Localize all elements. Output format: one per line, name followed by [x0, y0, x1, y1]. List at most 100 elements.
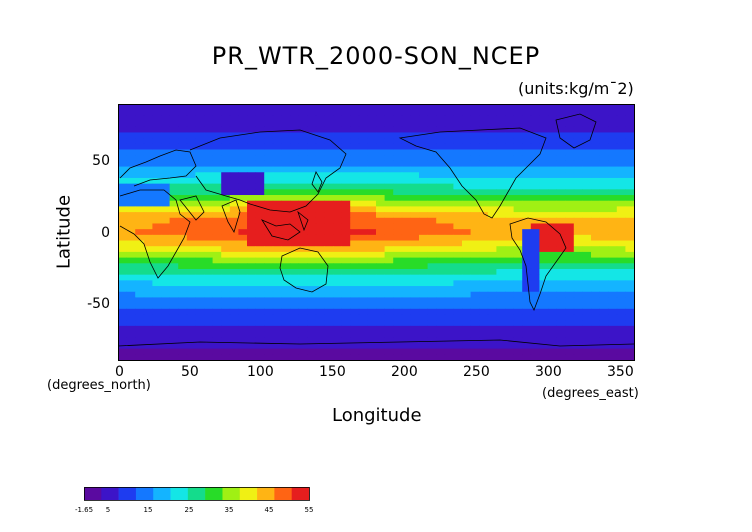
heatmap-cell: [152, 280, 162, 287]
heatmap-cell: [341, 121, 351, 128]
heatmap-cell: [341, 268, 351, 276]
heatmap-cell: [255, 166, 265, 173]
heatmap-cell: [556, 280, 566, 287]
heatmap-cell: [444, 257, 454, 264]
heatmap-cell: [272, 166, 282, 173]
heatmap-cell: [333, 325, 342, 332]
heatmap-cell: [599, 121, 609, 128]
heatmap-cell: [169, 143, 179, 150]
heatmap-cell: [255, 320, 265, 327]
heatmap-cell: [135, 251, 145, 258]
heatmap-cell: [410, 257, 420, 264]
heatmap-cell: [522, 280, 532, 287]
heatmap-cell: [204, 160, 213, 167]
heatmap-cell: [573, 303, 583, 310]
heatmap-cell: [556, 126, 566, 133]
heatmap-cell: [186, 280, 196, 287]
heatmap-cell: [530, 291, 540, 298]
heatmap-cell: [186, 320, 196, 327]
heatmap-cell: [126, 263, 136, 270]
heatmap-cell: [410, 286, 420, 293]
heatmap-cell: [212, 251, 222, 258]
heatmap-cell: [178, 138, 188, 145]
heatmap-cell: [307, 138, 317, 145]
heatmap-cell: [616, 263, 626, 270]
heatmap-cell: [608, 126, 618, 133]
heatmap-cell: [556, 189, 566, 196]
heatmap-cell: [290, 246, 299, 253]
heatmap-cell: [591, 337, 600, 344]
heatmap-cell: [324, 177, 334, 185]
heatmap-cell: [522, 257, 532, 264]
heatmap-cell: [367, 206, 377, 213]
heatmap-cell: [393, 126, 403, 133]
heatmap-cell: [582, 149, 592, 156]
heatmap-cell: [505, 308, 514, 315]
heatmap-cell: [505, 342, 514, 350]
heatmap-cell: [143, 104, 153, 111]
colorbar-swatch: [187, 487, 206, 500]
heatmap-cell: [264, 263, 274, 270]
heatmap-cell: [178, 143, 188, 150]
heatmap-cell: [290, 303, 299, 310]
heatmap-cell: [255, 183, 265, 190]
heatmap-cell: [204, 354, 213, 361]
heatmap-cell: [186, 206, 196, 213]
heatmap-cell: [616, 160, 626, 167]
heatmap-cell: [229, 325, 239, 332]
heatmap-cell: [152, 291, 162, 298]
heatmap-cell: [307, 115, 317, 122]
heatmap-cell: [135, 268, 145, 276]
heatmap-cell: [135, 303, 145, 310]
heatmap-cell: [376, 320, 385, 327]
heatmap-cell: [479, 286, 489, 293]
heatmap-cell: [272, 257, 282, 264]
heatmap-cell: [393, 263, 403, 270]
heatmap-cell: [315, 240, 325, 247]
heatmap-cell: [212, 286, 222, 293]
heatmap-cell: [556, 297, 566, 304]
heatmap-cell: [281, 126, 291, 133]
heatmap-cell: [324, 223, 334, 230]
heatmap-cell: [118, 229, 127, 236]
heatmap-cell: [496, 342, 506, 350]
heatmap-cell: [247, 246, 256, 253]
heatmap-cell: [195, 223, 205, 230]
heatmap-cell: [625, 166, 635, 173]
heatmap-cell: [272, 246, 282, 253]
heatmap-cell: [573, 263, 583, 270]
heatmap-cell: [548, 212, 557, 219]
heatmap-cell: [582, 246, 592, 253]
heatmap-cell: [616, 342, 626, 350]
heatmap-cell: [204, 337, 213, 344]
heatmap-cell: [229, 274, 239, 281]
heatmap-cell: [212, 121, 222, 128]
heatmap-cell: [401, 195, 411, 202]
heatmap-cell: [290, 143, 299, 150]
heatmap-cell: [513, 115, 523, 122]
heatmap-cell: [376, 115, 385, 122]
heatmap-cell: [384, 229, 394, 236]
heatmap-cell: [573, 172, 583, 179]
heatmap-cell: [281, 240, 291, 247]
heatmap-cell: [178, 223, 188, 230]
heatmap-cell: [427, 121, 437, 128]
heatmap-cell: [530, 337, 540, 344]
heatmap-cell: [367, 223, 377, 230]
heatmap-cell: [333, 331, 342, 338]
heatmap-cell: [505, 212, 514, 219]
heatmap-cell: [530, 217, 540, 224]
heatmap-cell: [358, 274, 368, 281]
heatmap-cell: [479, 297, 489, 304]
heatmap-cell: [264, 246, 274, 253]
heatmap-cell: [341, 172, 351, 179]
heatmap-cell: [298, 155, 308, 162]
heatmap-cell: [401, 342, 411, 350]
heatmap-cell: [204, 183, 213, 190]
heatmap-cell: [367, 268, 377, 276]
heatmap-cell: [247, 223, 256, 230]
heatmap-cell: [384, 308, 394, 315]
heatmap-cell: [152, 325, 162, 332]
heatmap-cell: [298, 195, 308, 202]
heatmap-cell: [333, 291, 342, 298]
